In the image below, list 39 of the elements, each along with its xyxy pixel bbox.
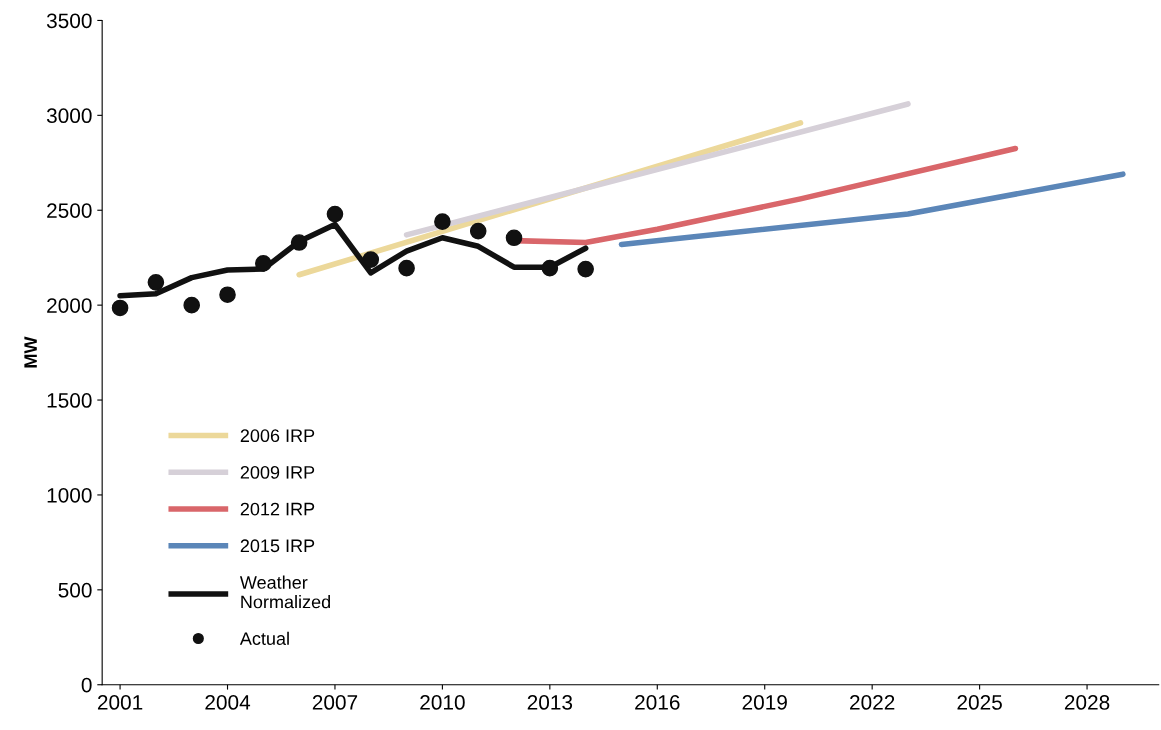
legend-label: 2012 IRP <box>240 502 315 516</box>
y-tick-label: 2000 <box>47 298 92 313</box>
legend-label: Actual <box>239 631 289 645</box>
point <box>434 213 451 230</box>
point <box>219 286 236 304</box>
x-tick-label: 2013 <box>527 695 573 710</box>
point <box>290 234 308 251</box>
point <box>469 222 487 240</box>
point <box>362 251 380 268</box>
legend-label: 2006 IRP <box>240 429 315 443</box>
legend-label: 2009 IRP <box>240 465 315 479</box>
y-axis-title: MW <box>24 336 37 368</box>
x-tick-label: 2007 <box>312 695 358 710</box>
y-tick-label: 0 <box>81 677 92 693</box>
x-tick-label: 2019 <box>742 695 787 710</box>
x-tick-label: 2010 <box>420 695 465 710</box>
point <box>147 274 165 291</box>
y-tick-label: 2500 <box>47 203 92 218</box>
point <box>541 259 559 277</box>
point <box>398 259 415 277</box>
legend-label: 2015 IRP <box>240 539 315 553</box>
y-tick-label: 3000 <box>46 108 92 124</box>
y-tick-label: 1500 <box>47 393 92 408</box>
y-tick-label: 500 <box>58 582 92 598</box>
y-tick-label: 3500 <box>46 13 92 29</box>
legend-label: Weather Normalized <box>239 575 330 609</box>
y-tick-label: 1000 <box>47 487 92 503</box>
x-tick-label: 2028 <box>1064 695 1110 710</box>
point <box>255 255 272 272</box>
point <box>505 229 523 247</box>
x-tick-label: 2025 <box>957 695 1002 710</box>
x-tick-label: 2022 <box>850 695 895 710</box>
x-tick-label: 2016 <box>635 695 680 710</box>
point <box>577 260 594 278</box>
x-tick-label: 2004 <box>205 695 251 710</box>
point <box>183 296 201 314</box>
point <box>111 299 129 317</box>
point <box>326 205 344 223</box>
x-tick-label: 2001 <box>97 695 143 710</box>
